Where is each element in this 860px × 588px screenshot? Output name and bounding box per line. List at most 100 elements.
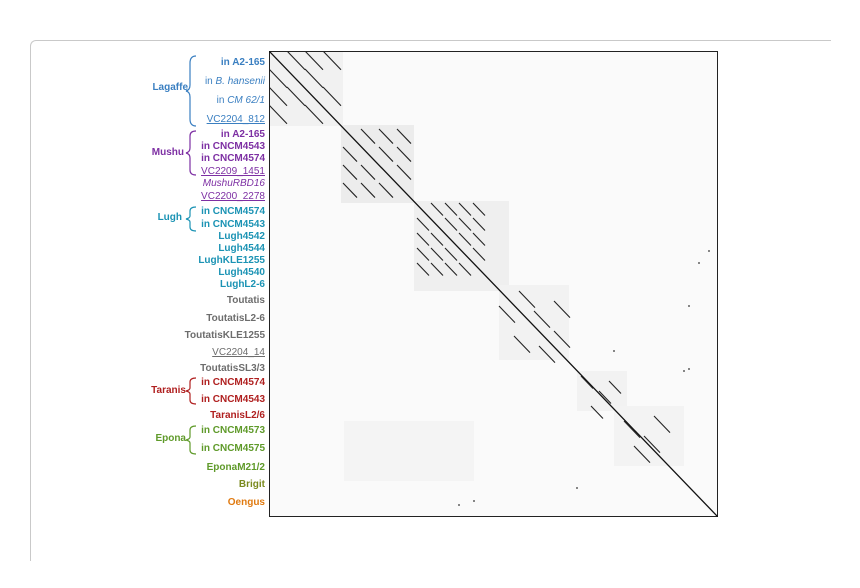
row-label-lugh-cncm4574: in CNCM4574 bbox=[201, 206, 265, 217]
similarity-segment bbox=[342, 146, 358, 162]
brace-lagaffe bbox=[185, 55, 197, 127]
row-label-taranis-cncm4574: in CNCM4574 bbox=[201, 377, 265, 388]
similarity-segment bbox=[623, 420, 641, 439]
similarity-segment bbox=[416, 232, 430, 246]
plot-border bbox=[269, 51, 718, 517]
similarity-segment bbox=[444, 262, 458, 276]
similarity-segment bbox=[533, 310, 551, 329]
scatter-dot bbox=[688, 305, 690, 307]
similarity-segment bbox=[286, 86, 306, 107]
scatter-dot bbox=[683, 370, 685, 372]
similarity-segment bbox=[458, 202, 472, 216]
similarity-segment bbox=[590, 405, 604, 419]
similarity-segment bbox=[304, 104, 324, 125]
row-label-lughkle1255: LughKLE1255 bbox=[198, 255, 265, 266]
row-label-lagaffe-b-hansenii: in B. hansenii bbox=[204, 76, 265, 87]
row-label-taranis-cncm4543: in CNCM4543 bbox=[201, 394, 265, 405]
similarity-segment bbox=[269, 86, 288, 107]
similarity-segment bbox=[416, 247, 430, 261]
similarity-segment bbox=[430, 247, 444, 261]
scatter-dot bbox=[473, 500, 475, 502]
row-label-mushu-cncm4574: in CNCM4574 bbox=[201, 153, 265, 164]
similarity-segment bbox=[378, 146, 394, 162]
brace-taranis bbox=[185, 377, 197, 405]
similarity-segment bbox=[472, 247, 486, 261]
brace-mushu bbox=[185, 130, 197, 176]
row-label-toutatissl3-3: ToutatisSL3/3 bbox=[200, 363, 265, 374]
similarity-segment bbox=[458, 232, 472, 246]
group-label-lagaffe: Lagaffe bbox=[152, 82, 188, 93]
similarity-segment bbox=[444, 202, 458, 216]
similarity-segment bbox=[444, 217, 458, 231]
row-label-mushu-vc2209-1451: VC2209_1451 bbox=[201, 166, 265, 177]
row-label-epona-cncm4573: in CNCM4573 bbox=[201, 425, 265, 436]
brace-lugh bbox=[185, 206, 197, 232]
similarity-segment bbox=[472, 202, 486, 216]
row-label-lugh-cncm4543: in CNCM4543 bbox=[201, 219, 265, 230]
similarity-segment bbox=[416, 217, 430, 231]
similarity-segment bbox=[269, 68, 288, 89]
row-label-lagaffe-vc2204-812: VC2204_812 bbox=[206, 114, 265, 125]
similarity-segment bbox=[360, 164, 376, 180]
main-diagonal bbox=[269, 51, 718, 517]
similarity-segment bbox=[444, 247, 458, 261]
similarity-segment bbox=[378, 128, 394, 144]
similarity-segment bbox=[498, 305, 516, 324]
group-label-taranis: Taranis bbox=[151, 385, 186, 396]
similarity-segment bbox=[342, 182, 358, 198]
similarity-segment bbox=[396, 164, 412, 180]
similarity-segment bbox=[322, 51, 342, 71]
row-label-taranisl2-6: TaranisL2/6 bbox=[210, 410, 265, 421]
row-label-lagaffe-a2-165: in A2-165 bbox=[220, 57, 265, 68]
similarity-segment bbox=[304, 51, 324, 71]
figure-frame bbox=[30, 40, 831, 561]
row-label-lugh4540: Lugh4540 bbox=[218, 267, 265, 278]
similarity-segment bbox=[378, 182, 394, 198]
row-label-mushu-cncm4543: in CNCM4543 bbox=[201, 141, 265, 152]
row-label-lughl2-6: LughL2-6 bbox=[220, 279, 265, 290]
similarity-segment bbox=[360, 128, 376, 144]
row-label-toutatisl2-6: ToutatisL2-6 bbox=[206, 313, 265, 324]
similarity-segment bbox=[430, 262, 444, 276]
similarity-segment bbox=[286, 51, 306, 71]
group-label-mushu: Mushu bbox=[151, 147, 184, 158]
similarity-segment bbox=[396, 146, 412, 162]
similarity-segment bbox=[269, 104, 288, 125]
similarity-segments bbox=[269, 51, 710, 506]
similarity-segment bbox=[322, 86, 342, 107]
similarity-segment bbox=[458, 217, 472, 231]
row-label-toutatis: Toutatis bbox=[226, 295, 265, 306]
similarity-segment bbox=[430, 202, 444, 216]
similarity-segment bbox=[553, 330, 571, 349]
scatter-dot bbox=[698, 262, 700, 264]
group-label-epona: Epona bbox=[155, 433, 186, 444]
scatter-dot bbox=[613, 350, 615, 352]
row-label-lugh4542: Lugh4542 bbox=[218, 231, 265, 242]
similarity-segment bbox=[653, 415, 671, 434]
row-label-lagaffe-cm62: in CM 62/1 bbox=[216, 95, 265, 106]
similarity-segment bbox=[472, 217, 486, 231]
scatter-dot bbox=[688, 368, 690, 370]
scatter-dot bbox=[708, 250, 710, 252]
similarity-segment bbox=[553, 300, 571, 319]
similarity-segment bbox=[416, 262, 430, 276]
scatter-dot bbox=[458, 504, 460, 506]
row-label-mushu-vc2200-2278: VC2200_2278 bbox=[201, 191, 265, 202]
similarity-segment bbox=[580, 375, 594, 389]
similarity-segment bbox=[472, 232, 486, 246]
similarity-segment bbox=[513, 335, 531, 354]
similarity-segment bbox=[342, 164, 358, 180]
similarity-segment bbox=[633, 445, 651, 464]
dot-plot-matrix bbox=[269, 51, 718, 517]
row-label-brigit: Brigit bbox=[238, 479, 265, 490]
similarity-segment bbox=[430, 232, 444, 246]
similarity-segment bbox=[304, 68, 324, 89]
similarity-segment bbox=[458, 262, 472, 276]
similarity-segment bbox=[598, 390, 612, 404]
similarity-segment bbox=[608, 380, 622, 394]
row-label-epona-cncm4575: in CNCM4575 bbox=[201, 443, 265, 454]
row-label-oengus: Oengus bbox=[227, 497, 265, 508]
row-label-vc2204-14: VC2204_14 bbox=[212, 347, 265, 358]
similarity-segment bbox=[538, 345, 556, 364]
row-label-toutatiskle1255: ToutatisKLE1255 bbox=[184, 330, 265, 341]
